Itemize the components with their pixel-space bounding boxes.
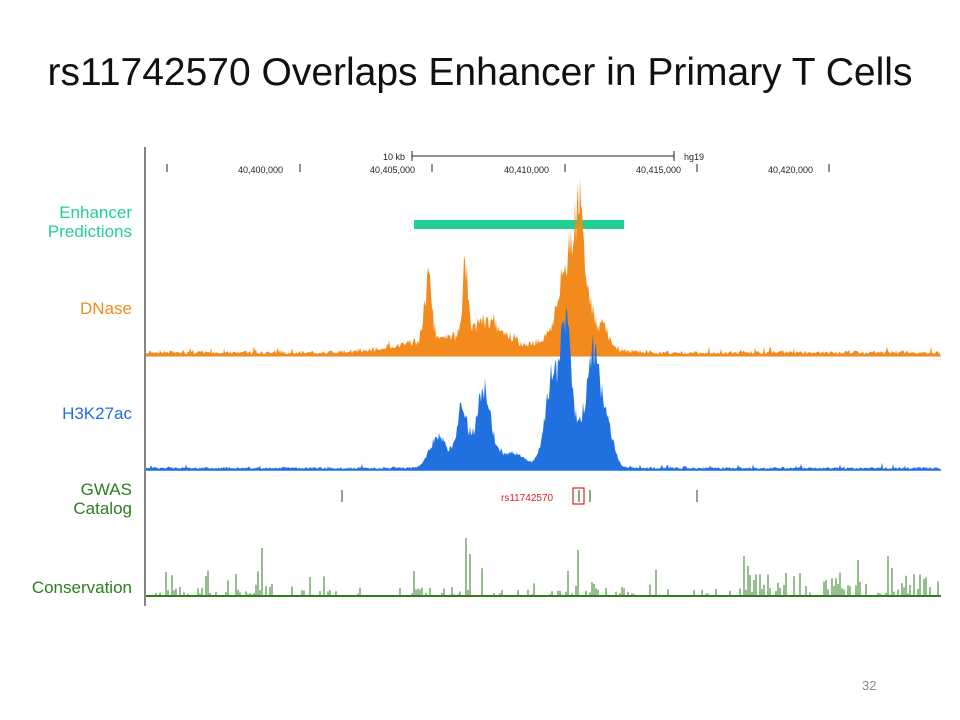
track-label-gwas-line2: Catalog bbox=[73, 499, 132, 518]
track-label-enhancer: Enhancer Predictions bbox=[48, 203, 132, 241]
dnase-track bbox=[146, 177, 941, 357]
gwas-track: rs11742570 bbox=[341, 487, 698, 505]
coordinate-ruler: 10 kb hg19 40,400,000 40,405,000 40,410,… bbox=[166, 151, 830, 175]
h3k27ac-signal bbox=[146, 307, 940, 470]
gwas-highlight-snp-label: rs11742570 bbox=[501, 493, 554, 504]
gwas-highlight-box bbox=[572, 487, 585, 505]
track-label-conservation-line1: Conservation bbox=[31, 578, 132, 597]
enhancer-track bbox=[414, 214, 624, 234]
dnase-signal bbox=[146, 177, 940, 356]
slide-title: rs11742570 Overlaps Enhancer in Primary … bbox=[47, 51, 913, 94]
conservation-signal bbox=[155, 538, 939, 596]
track-label-enhancer-line1: Enhancer bbox=[59, 203, 132, 222]
slide-number: 32 bbox=[862, 678, 877, 693]
h3k27ac-track bbox=[146, 307, 941, 471]
conservation-track bbox=[146, 538, 941, 597]
track-label-h3k27ac: H3K27ac bbox=[62, 404, 132, 423]
track-label-conservation: Conservation bbox=[32, 578, 132, 597]
track-label-gwas-line1: GWAS bbox=[80, 480, 132, 499]
ruler-position-label: 40,405,000 bbox=[370, 165, 415, 175]
scale-bar-label: 10 kb bbox=[383, 152, 405, 162]
track-label-h3k27ac-line1: H3K27ac bbox=[62, 404, 132, 423]
ruler-position-label: 40,400,000 bbox=[238, 165, 283, 175]
ruler-position-label: 40,415,000 bbox=[636, 165, 681, 175]
enhancer-region-bar bbox=[414, 220, 624, 229]
track-label-gwas: GWAS Catalog bbox=[73, 480, 132, 518]
track-label-dnase: DNase bbox=[80, 299, 132, 318]
assembly-label: hg19 bbox=[684, 152, 704, 162]
track-label-dnase-line1: DNase bbox=[80, 299, 132, 318]
ruler-position-label: 40,420,000 bbox=[768, 165, 813, 175]
ruler-position-label: 40,410,000 bbox=[504, 165, 549, 175]
track-label-enhancer-line2: Predictions bbox=[47, 222, 132, 241]
